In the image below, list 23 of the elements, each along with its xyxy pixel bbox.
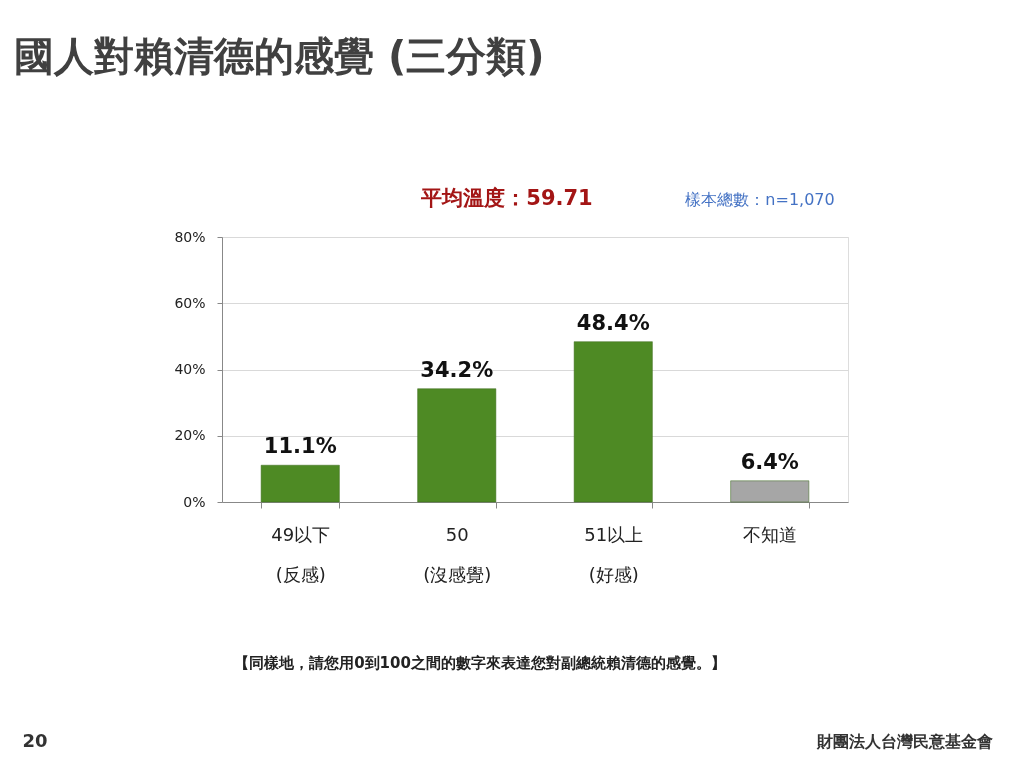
x-tick-label: 51以上 (好感) xyxy=(584,523,644,585)
text: 財團法人台灣民意基金會 xyxy=(816,732,993,751)
data-label: 48.4% xyxy=(576,310,650,335)
y-tick-label: 60% xyxy=(174,294,206,311)
data-label: 11.1% xyxy=(263,434,337,459)
y-tick-label: 0% xyxy=(183,493,206,510)
bar xyxy=(260,464,340,503)
text: 20 xyxy=(22,730,48,751)
bar xyxy=(417,388,497,503)
text: 平均溫度：59.71 xyxy=(420,186,593,210)
data-label: 6.4% xyxy=(740,449,799,474)
data-label: 34.2% xyxy=(420,357,494,382)
text: 樣本總數：n=1,070 xyxy=(685,190,835,209)
y-tick-label: 80% xyxy=(174,228,206,245)
y-tick-label: 20% xyxy=(174,427,206,444)
y-tick-label: 40% xyxy=(174,361,206,377)
x-tick-label: 49以下 (反感) xyxy=(271,523,331,585)
text: 【同樣地，請您用0到100之間的數字來表達您對副總統賴清德的感覺。】 xyxy=(234,654,726,672)
bar xyxy=(730,480,810,503)
x-tick-label: 不知道 xyxy=(743,523,798,545)
bar xyxy=(573,341,653,503)
x-tick-label: 50 (沒感覺) xyxy=(423,523,492,585)
chart-title: 國人對賴清德的感覺 (三分類) xyxy=(14,33,545,79)
